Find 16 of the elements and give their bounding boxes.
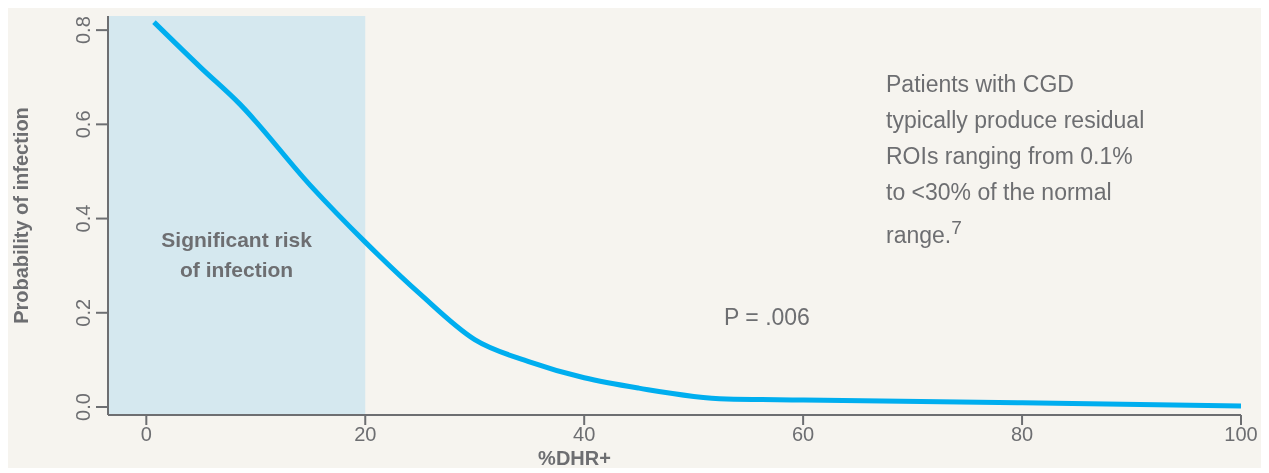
y-tick-label: 0.4 <box>72 204 94 233</box>
x-tick-label: 100 <box>1224 423 1258 446</box>
band-label: Significant risk of infection <box>161 228 313 282</box>
x-tick-label: 40 <box>573 423 596 446</box>
annotation: P = .006 <box>724 304 810 331</box>
x-axis-title: %DHR+ <box>538 447 611 469</box>
x-tick-label: 60 <box>792 423 815 446</box>
x-tick-label: 20 <box>354 423 377 446</box>
x-tick-label: 0 <box>140 423 152 446</box>
y-tick-label: 0.2 <box>72 298 94 327</box>
y-tick-label: 0.0 <box>72 393 94 421</box>
y-tick-label: 0.8 <box>72 16 94 45</box>
x-tick-label: 80 <box>1010 423 1034 446</box>
y-axis-title: Probability of infection <box>10 107 33 324</box>
annotation: Patients with CGD typically produce residual ROIs ranging from 0.1% to <30% of the normal range.$^{7}$ <box>886 70 1146 250</box>
y-tick-label: 0.6 <box>72 110 94 139</box>
